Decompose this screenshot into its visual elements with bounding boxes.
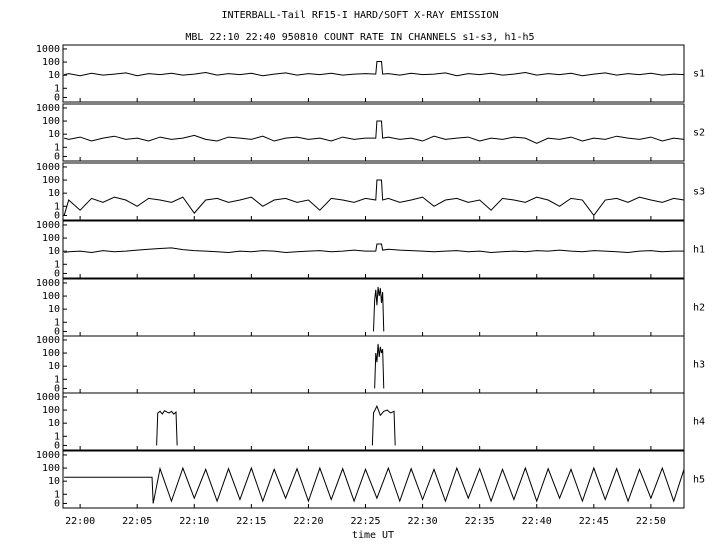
y-tick-label: 0 <box>54 383 60 394</box>
y-tick-label: 1 <box>54 83 60 94</box>
y-tick-label: 0 <box>54 268 60 279</box>
y-tick-label: 10 <box>48 476 60 487</box>
y-tick-label: 100 <box>42 233 60 244</box>
panel-label: h5 <box>693 475 705 486</box>
data-line <box>64 243 684 253</box>
y-tick-label: 1 <box>54 259 60 270</box>
panel-frame <box>62 103 685 162</box>
y-tick-label: 1 <box>54 201 60 212</box>
panel-frame <box>62 220 685 279</box>
panel-label: s2 <box>693 128 705 139</box>
y-tick-label: 1000 <box>36 220 60 231</box>
y-tick-label: 100 <box>42 405 60 416</box>
panel-frame <box>62 392 685 451</box>
y-tick-label: 10 <box>48 70 60 81</box>
y-tick-label: 10 <box>48 304 60 315</box>
y-tick-label: 0 <box>54 498 60 509</box>
panel-label: s3 <box>693 187 705 198</box>
x-tick-label: 22:15 <box>236 516 266 527</box>
x-axis-label: time UT <box>352 530 394 541</box>
data-line <box>373 286 385 332</box>
panel-label: s1 <box>693 69 705 80</box>
y-tick-label: 0 <box>54 92 60 103</box>
y-tick-label: 100 <box>42 348 60 359</box>
x-tick-label: 22:50 <box>636 516 666 527</box>
y-tick-label: 1000 <box>36 44 60 55</box>
data-line <box>374 343 385 389</box>
chart-title: INTERBALL-Tail RF15-I HARD/SOFT X-RAY EM… <box>222 10 499 21</box>
y-tick-label: 0 <box>54 326 60 337</box>
y-tick-label: 0 <box>54 440 60 451</box>
y-tick-label: 1000 <box>36 335 60 346</box>
y-tick-label: 100 <box>42 175 60 186</box>
data-line <box>64 466 685 504</box>
y-tick-label: 1 <box>54 489 60 500</box>
data-line <box>64 61 685 77</box>
x-tick-label: 22:40 <box>522 516 552 527</box>
y-tick-label: 1000 <box>36 450 60 461</box>
chart-subtitle: MBL 22:10 22:40 950810 COUNT RATE IN CHA… <box>185 32 534 43</box>
data-line <box>63 179 685 217</box>
y-tick-label: 10 <box>48 188 60 199</box>
panel-frame <box>62 450 685 509</box>
y-tick-label: 10 <box>48 129 60 140</box>
panel-frame <box>62 162 685 221</box>
y-tick-label: 1 <box>54 142 60 153</box>
x-tick-label: 22:10 <box>179 516 209 527</box>
y-tick-label: 0 <box>54 151 60 162</box>
y-tick-label: 100 <box>42 463 60 474</box>
y-tick-label: 1 <box>54 374 60 385</box>
y-tick-label: 100 <box>42 57 60 68</box>
y-tick-label: 100 <box>42 116 60 127</box>
y-tick-label: 100 <box>42 291 60 302</box>
y-tick-label: 1 <box>54 317 60 328</box>
y-tick-label: 1000 <box>36 392 60 403</box>
y-tick-label: 1000 <box>36 103 60 114</box>
data-line <box>156 404 396 446</box>
data-line <box>64 120 685 144</box>
x-tick-label: 22:45 <box>579 516 609 527</box>
y-tick-label: 1000 <box>36 162 60 173</box>
panel-label: h1 <box>693 245 705 256</box>
x-tick-label: 22:00 <box>65 516 95 527</box>
x-tick-label: 22:05 <box>122 516 152 527</box>
panel-label: h4 <box>693 417 705 428</box>
y-tick-label: 10 <box>48 418 60 429</box>
y-tick-label: 0 <box>54 210 60 221</box>
y-tick-label: 1 <box>54 431 60 442</box>
x-tick-label: 22:30 <box>408 516 438 527</box>
y-tick-label: 10 <box>48 361 60 372</box>
panel-label: h2 <box>693 303 705 314</box>
x-tick-label: 22:25 <box>350 516 380 527</box>
y-tick-label: 1000 <box>36 278 60 289</box>
x-tick-label: 22:35 <box>465 516 495 527</box>
y-tick-label: 10 <box>48 246 60 257</box>
panel-label: h3 <box>693 360 705 371</box>
panel-frame <box>62 44 685 103</box>
x-tick-label: 22:20 <box>293 516 323 527</box>
